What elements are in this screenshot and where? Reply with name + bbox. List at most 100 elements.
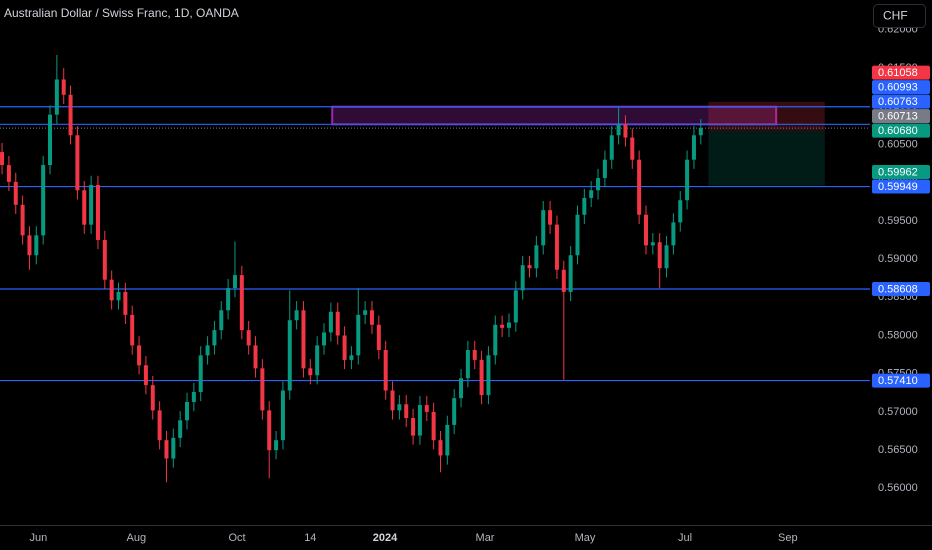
candle-body xyxy=(637,159,642,215)
candle-body xyxy=(459,378,464,399)
candle-body xyxy=(322,332,327,346)
candle-body xyxy=(274,440,279,451)
candle-body xyxy=(0,152,5,166)
candle-body xyxy=(438,440,443,456)
candle-body xyxy=(527,265,532,269)
candle-body xyxy=(308,368,313,376)
candle-body xyxy=(650,242,655,246)
stop-zone xyxy=(708,101,825,131)
candle-body xyxy=(75,135,80,191)
y-tick-label: 0.58000 xyxy=(878,329,918,341)
candle-body xyxy=(582,197,587,215)
candle-body xyxy=(630,137,635,160)
candle-body xyxy=(397,404,402,411)
candle-body xyxy=(390,390,395,411)
candle-body xyxy=(534,245,539,269)
x-tick-label: Jul xyxy=(678,532,692,544)
candle-body xyxy=(34,235,39,256)
candle-body xyxy=(520,265,525,291)
price-label: 0.59962 xyxy=(878,166,918,178)
y-tick-label: 0.56500 xyxy=(878,444,918,456)
candle-body xyxy=(472,350,477,360)
candle-body xyxy=(219,310,224,331)
y-tick-label: 0.60500 xyxy=(878,138,918,150)
price-label-box xyxy=(872,373,930,388)
price-label: 0.61058 xyxy=(878,67,918,79)
currency-button[interactable] xyxy=(873,4,926,28)
candle-body xyxy=(691,135,696,160)
candle-body xyxy=(253,345,258,369)
plot-area xyxy=(0,55,870,483)
price-label-box xyxy=(872,123,930,138)
candle-body xyxy=(623,124,628,138)
candle-body xyxy=(411,418,416,436)
candle-body xyxy=(89,184,94,225)
candle-body xyxy=(657,242,662,269)
price-label-box xyxy=(872,109,930,124)
price-label-box xyxy=(872,179,930,194)
candle-body xyxy=(506,322,511,328)
x-tick-label: May xyxy=(575,532,596,544)
candle-body xyxy=(102,239,107,280)
candle-body xyxy=(137,345,142,366)
candle-body xyxy=(383,350,388,391)
candle-body xyxy=(493,324,498,356)
candle-body xyxy=(20,204,25,236)
price-label: 0.60993 xyxy=(878,82,918,94)
candle-body xyxy=(643,214,648,246)
y-tick-label: 0.57000 xyxy=(878,406,918,418)
candle-body xyxy=(226,288,231,311)
candle-body xyxy=(404,404,409,419)
target-zone xyxy=(708,130,825,186)
candle-body xyxy=(369,310,374,325)
candle-body xyxy=(301,310,306,369)
y-tick-label: 0.56000 xyxy=(878,482,918,494)
candle-body xyxy=(82,190,87,225)
x-tick-label: Oct xyxy=(228,532,245,544)
candle-body xyxy=(349,355,354,360)
currency-label[interactable]: CHF xyxy=(883,9,908,23)
candle-body xyxy=(54,79,59,115)
candle-body xyxy=(294,310,299,321)
candle-body xyxy=(41,165,46,236)
candle-body xyxy=(500,324,505,328)
candle-body xyxy=(465,350,470,379)
candle-body xyxy=(342,335,347,360)
price-label-box xyxy=(872,80,930,95)
candle-body xyxy=(239,275,244,331)
candle-body xyxy=(27,235,32,256)
candle-body xyxy=(417,405,422,436)
candle-body xyxy=(198,355,203,393)
candle-body xyxy=(424,405,429,412)
price-label-box xyxy=(872,282,930,297)
candle-body xyxy=(452,398,457,425)
candle-body xyxy=(664,245,669,269)
candle-body xyxy=(609,135,614,160)
x-tick-label: Aug xyxy=(127,532,147,544)
candle-body xyxy=(568,255,573,292)
candle-body xyxy=(48,114,53,166)
candle-body xyxy=(431,411,436,441)
price-label: 0.60680 xyxy=(878,125,918,137)
candle-body xyxy=(589,190,594,198)
candle-body xyxy=(130,314,135,346)
candle-body xyxy=(541,210,546,246)
candle-body xyxy=(185,401,190,421)
x-tick-label: 14 xyxy=(304,532,316,544)
candle-body xyxy=(191,392,196,402)
candle-body xyxy=(61,79,66,95)
price-axis: 0.560000.565000.570000.575000.580000.585… xyxy=(872,24,930,494)
candle-body xyxy=(575,214,580,256)
x-tick-label: 2024 xyxy=(373,532,398,544)
price-label-box xyxy=(872,65,930,80)
candle-body xyxy=(205,345,210,356)
candle-body xyxy=(356,314,361,356)
price-label: 0.60713 xyxy=(878,111,918,123)
candle-body xyxy=(109,279,114,301)
x-tick-label: Jun xyxy=(29,532,47,544)
candle-body xyxy=(363,310,368,315)
candle-body xyxy=(671,222,676,246)
candle-body xyxy=(68,94,73,136)
candle-body xyxy=(280,390,285,441)
x-tick-label: Mar xyxy=(476,532,495,544)
